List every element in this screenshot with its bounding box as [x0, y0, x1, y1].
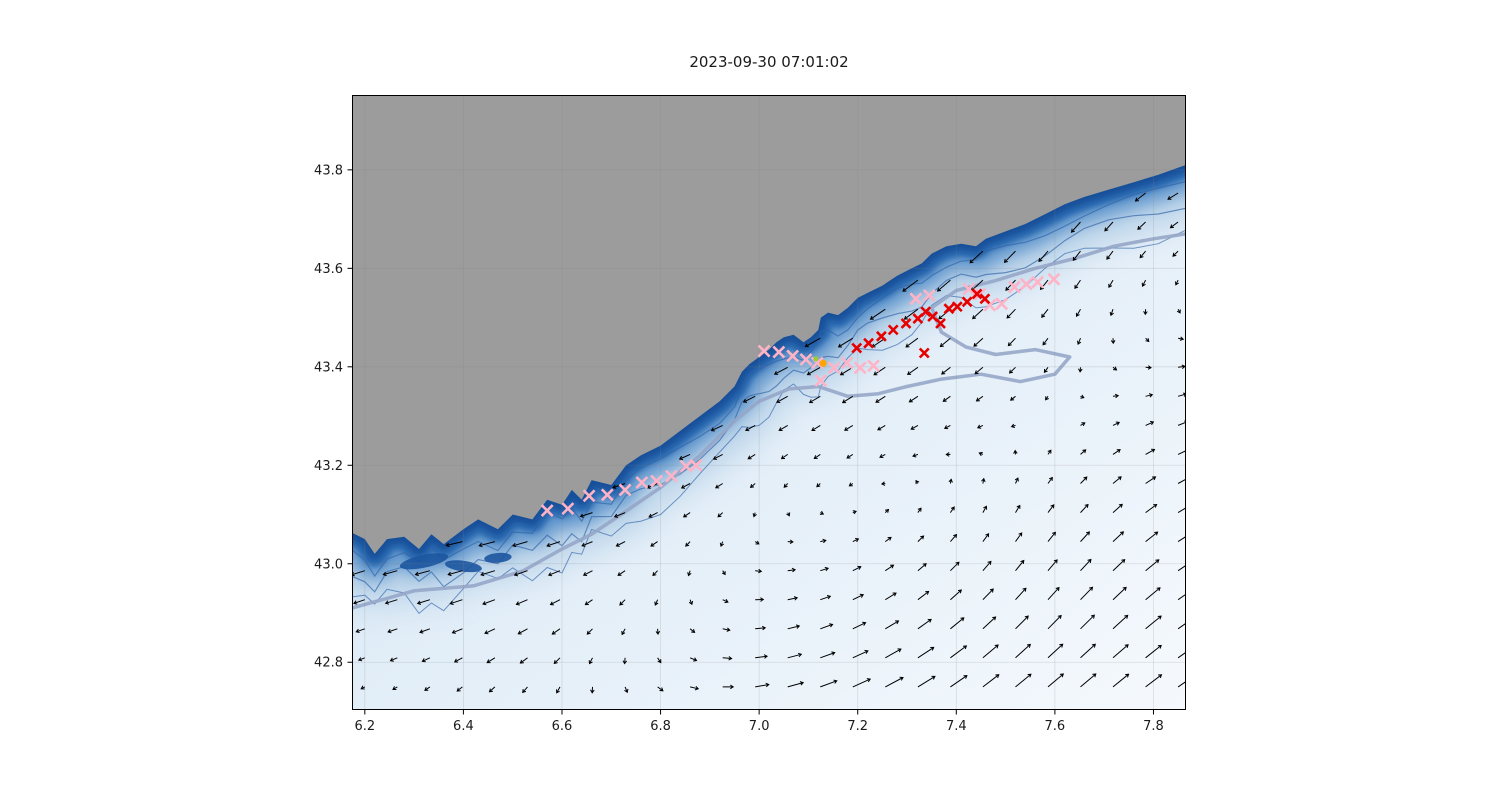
drifter-marker	[935, 318, 946, 329]
island	[444, 560, 482, 573]
drifters-pink	[540, 272, 1061, 517]
drifter-marker	[995, 297, 1009, 311]
drifter-marker	[851, 342, 863, 354]
drifter-marker	[772, 345, 786, 359]
dot-marker	[813, 356, 819, 362]
y-tick-label: 43.2	[314, 459, 343, 474]
field-contour	[352, 207, 1186, 593]
drifter-marker	[840, 356, 854, 370]
drifter-marker	[814, 374, 828, 388]
field-contour	[352, 229, 1186, 615]
x-tick-label: 6.6	[552, 719, 573, 734]
island	[399, 553, 449, 570]
drifter-marker	[582, 489, 596, 503]
map-layers	[352, 95, 1186, 710]
x-tick-label: 6.2	[354, 719, 375, 734]
plot-title: 2023-09-30 07:01:02	[689, 53, 849, 71]
x-tick-label: 7.8	[1143, 719, 1164, 734]
drifter-marker	[951, 301, 963, 313]
y-tick-label: 43.4	[314, 360, 343, 375]
y-tick-label: 42.8	[314, 656, 343, 671]
drifter-marker	[922, 288, 936, 302]
quiver-arrows	[352, 192, 1186, 694]
drifter-marker	[887, 324, 899, 336]
drifter-marker	[943, 303, 955, 315]
axes-frame	[352, 95, 1186, 710]
y-tick-label: 43.6	[314, 262, 343, 277]
dot-marker	[819, 359, 827, 367]
drifter-marker	[979, 293, 991, 305]
drifter-marker	[757, 344, 771, 358]
drifter-marker	[875, 330, 887, 342]
drifter-marker	[918, 347, 930, 359]
drifter-marker	[786, 349, 800, 363]
drifter-marker	[1008, 280, 1021, 294]
drifter-marker	[920, 306, 932, 318]
marker-yellowgreen-dot	[813, 356, 819, 362]
drifter-marker	[853, 361, 867, 375]
axis-ticks: 6.2 6.4 6.6 6.8 7.0 7.2 7.4 7.6 7.8 42.8 43.0 43.2 4…	[314, 163, 1164, 734]
marker-orange-dot	[819, 359, 827, 367]
drifter-marker	[561, 502, 575, 516]
x-tick-label: 7.4	[946, 719, 967, 734]
drifter-marker	[664, 469, 678, 483]
drifter-marker	[618, 483, 632, 497]
drifter-marker	[900, 318, 912, 329]
x-tick-label: 7.0	[749, 719, 770, 734]
shelf-contour	[352, 232, 1186, 610]
drifter-marker	[540, 504, 554, 517]
drifter-marker	[971, 288, 983, 300]
land-mass	[352, 95, 1186, 554]
drifter-marker	[1019, 277, 1033, 291]
drifter-marker	[909, 292, 923, 306]
island	[484, 552, 512, 563]
field-contour	[352, 181, 1186, 578]
drifter-marker	[962, 282, 976, 296]
drifter-marker	[1031, 275, 1045, 289]
drifter-marker	[961, 296, 973, 308]
x-tick-label: 7.6	[1045, 719, 1066, 734]
drifter-marker	[863, 337, 874, 349]
x-tick-label: 6.4	[453, 719, 474, 734]
y-tick-label: 43.8	[314, 163, 343, 178]
x-tick-label: 6.8	[650, 719, 671, 734]
drifter-marker	[827, 361, 841, 375]
grid-lines	[352, 95, 1186, 710]
drifter-marker	[799, 352, 813, 366]
drifter-marker	[867, 359, 880, 373]
drifter-marker	[689, 458, 703, 472]
drifter-marker	[1047, 272, 1061, 286]
drifters-red	[851, 288, 991, 359]
drifter-marker	[650, 474, 664, 488]
drifter-marker	[635, 476, 649, 489]
x-tick-label: 7.2	[847, 719, 868, 734]
y-tick-label: 43.0	[314, 557, 343, 572]
drifter-marker	[600, 488, 614, 502]
